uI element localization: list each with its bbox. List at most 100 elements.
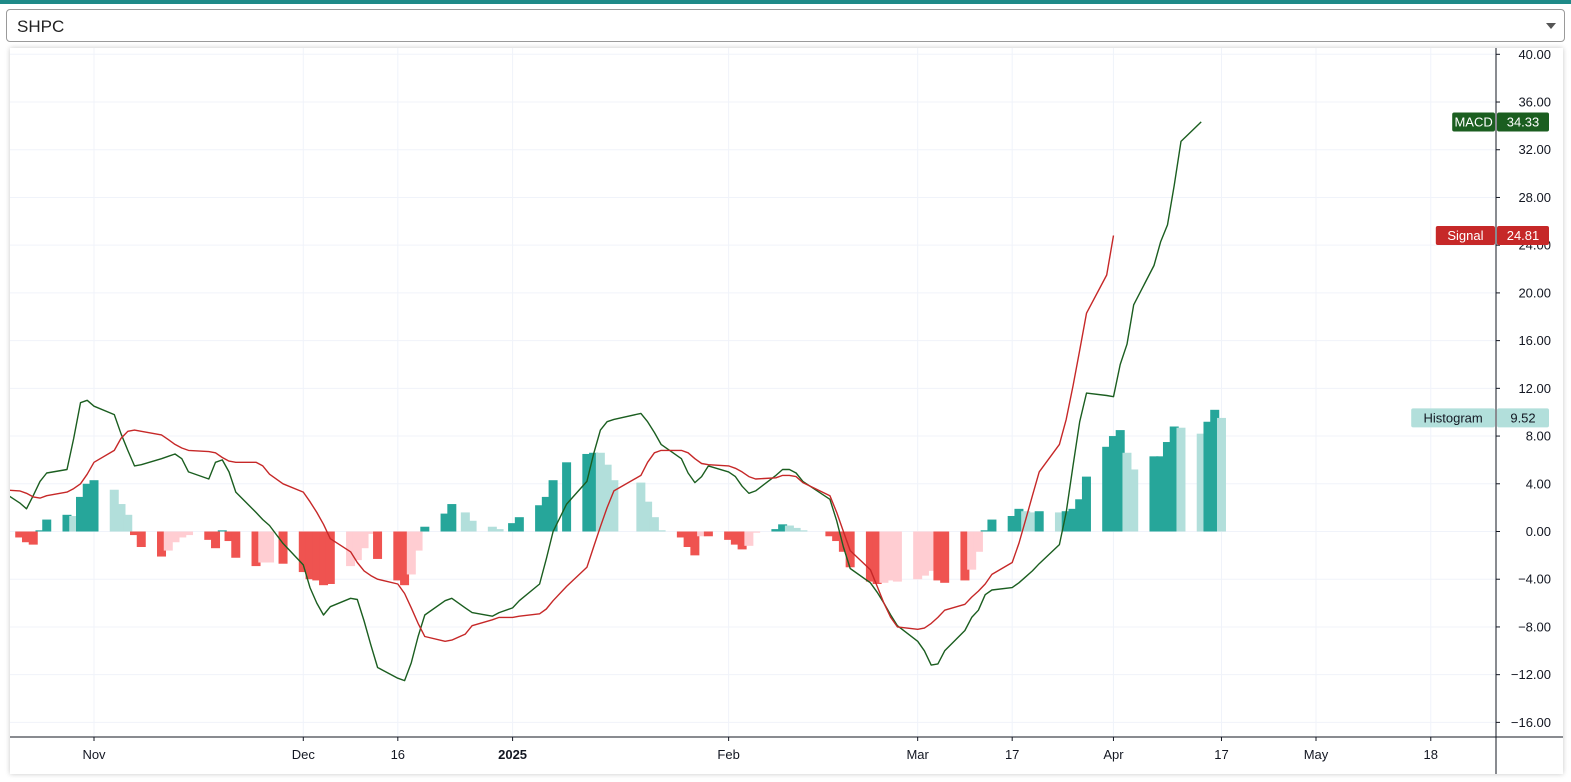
histogram-bar <box>184 531 194 536</box>
chart-grid <box>10 48 1496 737</box>
histogram-bar <box>89 480 99 532</box>
histogram-bar <box>211 531 221 549</box>
histogram-bar <box>400 531 410 586</box>
histogram-bar <box>960 531 970 581</box>
histogram-bar <box>602 464 612 532</box>
indicator-lines <box>10 121 1202 682</box>
histogram-bar <box>278 531 288 564</box>
histogram-bar <box>494 529 504 532</box>
histogram-bar <box>420 526 430 532</box>
histogram-bar <box>373 531 383 559</box>
y-tick-label: 12.00 <box>1518 381 1551 396</box>
histogram-bar <box>75 496 85 532</box>
histogram-bar <box>872 531 882 584</box>
y-tick-label: −12.00 <box>1511 667 1551 682</box>
histogram-bar <box>771 529 781 532</box>
histogram-bar <box>170 531 180 543</box>
histogram-bar <box>737 531 747 550</box>
histogram-bar <box>136 531 146 548</box>
y-tick-label: 0.00 <box>1526 524 1551 539</box>
histogram-bar <box>366 531 376 534</box>
y-tick-label: −16.00 <box>1511 715 1551 730</box>
macd-chart-panel[interactable]: 40.00 36.00 32.00 28.00 24.00 20.00 16.00 12.00… <box>10 48 1563 774</box>
symbol-select-value: SHPC <box>17 17 65 36</box>
histogram-bar <box>643 501 653 532</box>
histogram-bar <box>82 483 92 532</box>
histogram-value-badge <box>1497 408 1549 428</box>
histogram-bar <box>69 515 79 532</box>
histogram-bar <box>447 504 457 532</box>
histogram-bar <box>224 531 234 542</box>
histogram-bar <box>406 531 416 575</box>
histogram-bar <box>393 531 403 581</box>
histogram-bar <box>697 531 707 537</box>
macd-line <box>10 121 1202 682</box>
histogram-bar <box>724 531 734 540</box>
histogram-bar <box>1102 446 1112 532</box>
histogram-bar <box>467 520 477 532</box>
histogram-bar <box>940 531 950 583</box>
histogram-bar <box>1007 515 1017 532</box>
y-tick-label: 28.00 <box>1518 190 1551 205</box>
histogram-bar <box>413 531 423 551</box>
histogram-value-text: 9.52 <box>1510 410 1535 425</box>
x-tick-label: Apr <box>1103 747 1124 762</box>
histogram-bar <box>690 531 700 556</box>
x-tick-label: Nov <box>82 747 106 762</box>
chevron-down-icon[interactable] <box>1546 23 1556 29</box>
histogram-bar <box>325 531 335 584</box>
histogram-bar <box>109 489 119 532</box>
histogram-bar <box>157 531 167 557</box>
histogram-bar <box>751 531 761 533</box>
histogram-bar <box>913 531 923 580</box>
histogram-bar <box>1115 430 1125 532</box>
histogram-bar <box>1129 469 1139 532</box>
histogram-bar <box>541 496 551 532</box>
histogram-bar <box>1054 512 1064 532</box>
histogram-bar <box>116 504 126 532</box>
histogram-bar <box>508 523 518 532</box>
macd-chart[interactable]: 40.0036.0032.0028.0024.0020.0016.0012.00… <box>10 48 1563 774</box>
histogram-bar <box>312 531 322 581</box>
histogram-bar <box>251 531 261 567</box>
histogram-bar <box>352 531 362 561</box>
x-tick-label: 2025 <box>498 747 527 762</box>
histogram-bar <box>1169 426 1179 532</box>
macd-name-text: MACD <box>1454 114 1492 129</box>
x-tick-label: Feb <box>717 747 739 762</box>
histogram-bar <box>487 526 497 532</box>
signal-value-badge <box>1497 226 1549 246</box>
histogram-bar <box>177 531 187 538</box>
y-tick-label: 32.00 <box>1518 142 1551 157</box>
y-tick-label: 4.00 <box>1526 476 1551 491</box>
histogram-bar <box>62 514 72 532</box>
histogram-bar <box>15 531 25 538</box>
histogram-bar <box>28 531 38 545</box>
histogram-bar <box>123 514 133 532</box>
histogram-bar <box>886 531 896 581</box>
y-tick-label: 20.00 <box>1518 285 1551 300</box>
y-tick-label: 8.00 <box>1526 429 1551 444</box>
histogram-bar <box>265 531 275 563</box>
histogram-bar <box>535 505 545 532</box>
histogram-bar <box>973 531 983 552</box>
symbol-select[interactable]: SHPC <box>6 9 1565 42</box>
y-tick-label: −8.00 <box>1518 619 1551 634</box>
histogram-bar <box>703 531 713 537</box>
histogram-bar <box>649 517 659 532</box>
histogram-bar <box>1210 409 1220 532</box>
histogram-bar <box>933 531 943 581</box>
histogram-bar <box>1162 442 1172 532</box>
histogram-bar <box>589 452 599 532</box>
x-tick-label: Dec <box>292 747 316 762</box>
x-tick-label: 17 <box>1214 747 1228 762</box>
histogram-bar <box>967 531 977 570</box>
signal-line <box>10 235 1115 642</box>
histogram-bar <box>1075 499 1085 532</box>
histogram-bar <box>258 531 268 563</box>
histogram-bar <box>636 482 646 532</box>
histogram-bar <box>548 480 558 532</box>
histogram-name-text: Histogram <box>1423 410 1482 425</box>
histogram-bar <box>1196 433 1206 532</box>
macd-value-text: 34.33 <box>1507 114 1540 129</box>
